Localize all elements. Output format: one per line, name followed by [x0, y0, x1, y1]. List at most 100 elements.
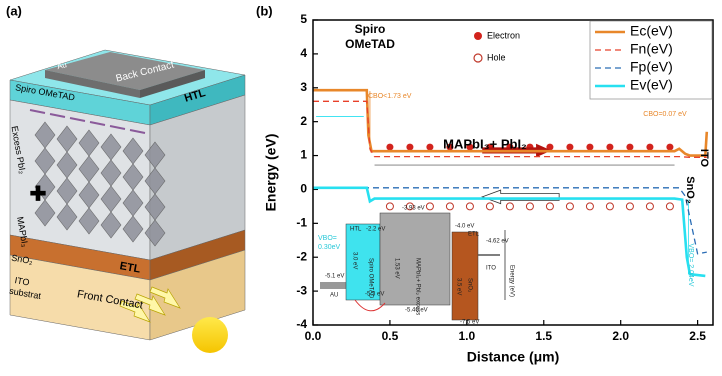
x-axis-title: Distance (μm) [467, 349, 560, 365]
hole [545, 202, 554, 211]
ito-layer-side [149, 249, 246, 341]
hole-arrow [481, 189, 560, 205]
hole [385, 202, 394, 211]
x-tick-label: 2.0 [612, 329, 629, 343]
layer-label: ITO [14, 275, 30, 287]
au-front [45, 70, 140, 98]
layer-label: ✚ [30, 183, 47, 205]
inset-label: 3.0 eV [351, 252, 357, 269]
x-tick-label: 2.5 [689, 329, 706, 343]
panel-label: (b) [256, 3, 273, 18]
inset-label: -4.62 eV [486, 239, 509, 245]
y-tick-label: 3 [300, 80, 307, 94]
electron [446, 143, 454, 151]
y-tick-label: -1 [296, 216, 307, 230]
plot-frame [312, 19, 714, 326]
electron [426, 143, 434, 151]
annotation: ITO [698, 149, 710, 168]
annotation: CBO=0.07 eV [643, 111, 687, 118]
inset-label: Spiro OMeTAD [367, 258, 373, 299]
annotation: MAPbI₃+ PbI₂ [443, 136, 527, 151]
hole [525, 202, 534, 211]
octahedron [34, 199, 56, 227]
y-tick-label: 1 [300, 148, 307, 162]
y-tick-label: -4 [296, 317, 307, 331]
octahedron [78, 207, 100, 235]
hole [445, 202, 454, 211]
x-tick-label: 0.0 [305, 329, 322, 343]
inset-au [320, 282, 346, 289]
annotation: SnO₂ [684, 176, 696, 204]
electron [406, 143, 414, 151]
annotation: VBO= [318, 235, 337, 242]
x-tick-label: 1.0 [459, 329, 476, 343]
y-tick-label: 5 [300, 12, 307, 26]
y-axis-title: Energy (eV) [263, 134, 279, 212]
hole [505, 202, 514, 211]
inset-label: 1.53 eV [393, 258, 399, 279]
electron [546, 143, 554, 151]
electron [566, 143, 574, 151]
pbi2-chain [49, 113, 66, 118]
layer-label: (a) [6, 3, 22, 18]
hole [425, 202, 434, 211]
electron [586, 143, 594, 151]
hole [605, 202, 614, 211]
inset-label: ETL [468, 232, 480, 238]
x-tick-label: 1.5 [535, 329, 552, 343]
hole [405, 202, 414, 211]
hole-key [473, 53, 483, 63]
band-line [313, 100, 707, 158]
inset-label: AU [330, 293, 338, 299]
band-line [313, 186, 706, 278]
inset-label: SnO₂ [466, 278, 472, 293]
layer-label: Au [56, 60, 68, 71]
electron [626, 143, 634, 151]
inset-label: -4.0 eV [455, 224, 474, 230]
band-line [313, 187, 707, 255]
annotation: Spiro [355, 22, 386, 36]
panel-b: (b) -4 -3 -2 -1 0 1 2 3 4 5 0.0 0.5 1.0 1.5 2.0 2.5 Dista… [256, 3, 714, 365]
y-tick-label: -3 [296, 283, 307, 297]
inset-absorber [379, 212, 451, 306]
inset-label: 3.5 eV [455, 278, 461, 295]
inset-label: -5.46 eV [405, 308, 428, 314]
au-top [45, 52, 205, 90]
electron [666, 143, 674, 151]
inset-label: -5.1 eV [325, 274, 344, 280]
pbi2-chain [89, 121, 106, 126]
y-tick-label: 0 [300, 182, 307, 196]
inset-label: ITO [486, 266, 496, 272]
pbi2-chain [29, 109, 46, 114]
hole [465, 202, 474, 211]
octahedron [56, 203, 78, 231]
inset-label: -7.5 eV [460, 320, 479, 326]
octahedron [100, 211, 122, 239]
light-arrow [134, 293, 166, 316]
legend-label: Fn(eV) [630, 41, 673, 57]
electron [646, 143, 654, 151]
pbi2-chain [109, 125, 126, 130]
hole [645, 202, 654, 211]
y-tick-label: 4 [300, 46, 307, 60]
hole [485, 202, 494, 211]
inset-curve [354, 299, 386, 312]
octahedron [144, 219, 166, 247]
electron-key [474, 32, 482, 40]
annotation: 0.30eV [318, 244, 341, 251]
sun [192, 317, 228, 353]
hole [585, 202, 594, 211]
layer-label: ETL [119, 260, 142, 275]
octahedron [122, 215, 144, 243]
annotation: OMeTAD [345, 37, 395, 51]
legend-label: Fp(eV) [630, 59, 673, 75]
annotation: CBO<1.73 eV [368, 93, 412, 100]
pbi2-chain [129, 129, 146, 134]
inset-label: MAPbI₃+ PbI₂ excess [414, 258, 420, 315]
layer-label: SnO₂ [11, 253, 34, 267]
inset-label: -5.3 eV [365, 292, 384, 298]
annotation: VBO= 2.04eV [687, 243, 694, 286]
inset-etl [451, 231, 479, 321]
